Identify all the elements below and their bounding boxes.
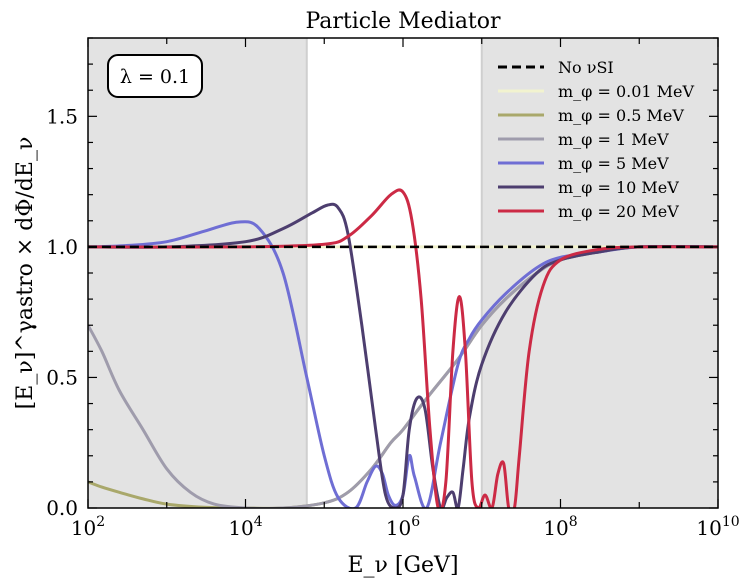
annotation-text: λ = 0.1 (120, 66, 190, 88)
legend-label-2: m_φ = 0.5 MeV (558, 106, 684, 125)
y-tick-label: 1.5 (46, 104, 78, 128)
legend-label-4: m_φ = 5 MeV (558, 154, 669, 173)
y-tick-label: 0.0 (46, 496, 78, 520)
tick-labels: 102 104 106 108 1010 0.0 0.5 1.0 1.5 (46, 104, 739, 540)
legend: No νSI m_φ = 0.01 MeV m_φ = 0.5 MeV m_φ = 1… (498, 58, 695, 221)
legend-label-5: m_φ = 10 MeV (558, 178, 679, 197)
series-lines (88, 188, 718, 508)
legend-label-1: m_φ = 0.01 MeV (558, 82, 695, 101)
plot-frame (87, 37, 719, 509)
series-line-5 (88, 202, 718, 508)
shaded-region-0 (88, 38, 307, 508)
x-axis-label: E_ν [GeV] (347, 553, 458, 578)
legend-label-3: m_φ = 1 MeV (558, 130, 669, 149)
annotation-box (107, 54, 203, 98)
y-axis-label: [E_ν]^γastro × dΦ/dE_ν (13, 137, 38, 410)
chart-title: Particle Mediator (305, 9, 501, 34)
series-line-6 (88, 188, 718, 508)
legend-label-0: No νSI (558, 58, 614, 77)
x-tick-label: 1010 (696, 514, 739, 540)
y-tick-label: 1.0 (46, 235, 78, 259)
y-tick-label: 0.5 (46, 365, 78, 389)
series-line-4 (88, 220, 718, 508)
x-tick-label: 108 (543, 514, 577, 540)
x-tick-label: 104 (228, 514, 262, 540)
legend-label-6: m_φ = 20 MeV (558, 202, 679, 221)
x-tick-label: 106 (386, 514, 420, 540)
lambda-annotation: λ = 0.1 (107, 54, 203, 98)
axis-ticks (87, 37, 719, 509)
x-tick-label: 102 (71, 514, 105, 540)
